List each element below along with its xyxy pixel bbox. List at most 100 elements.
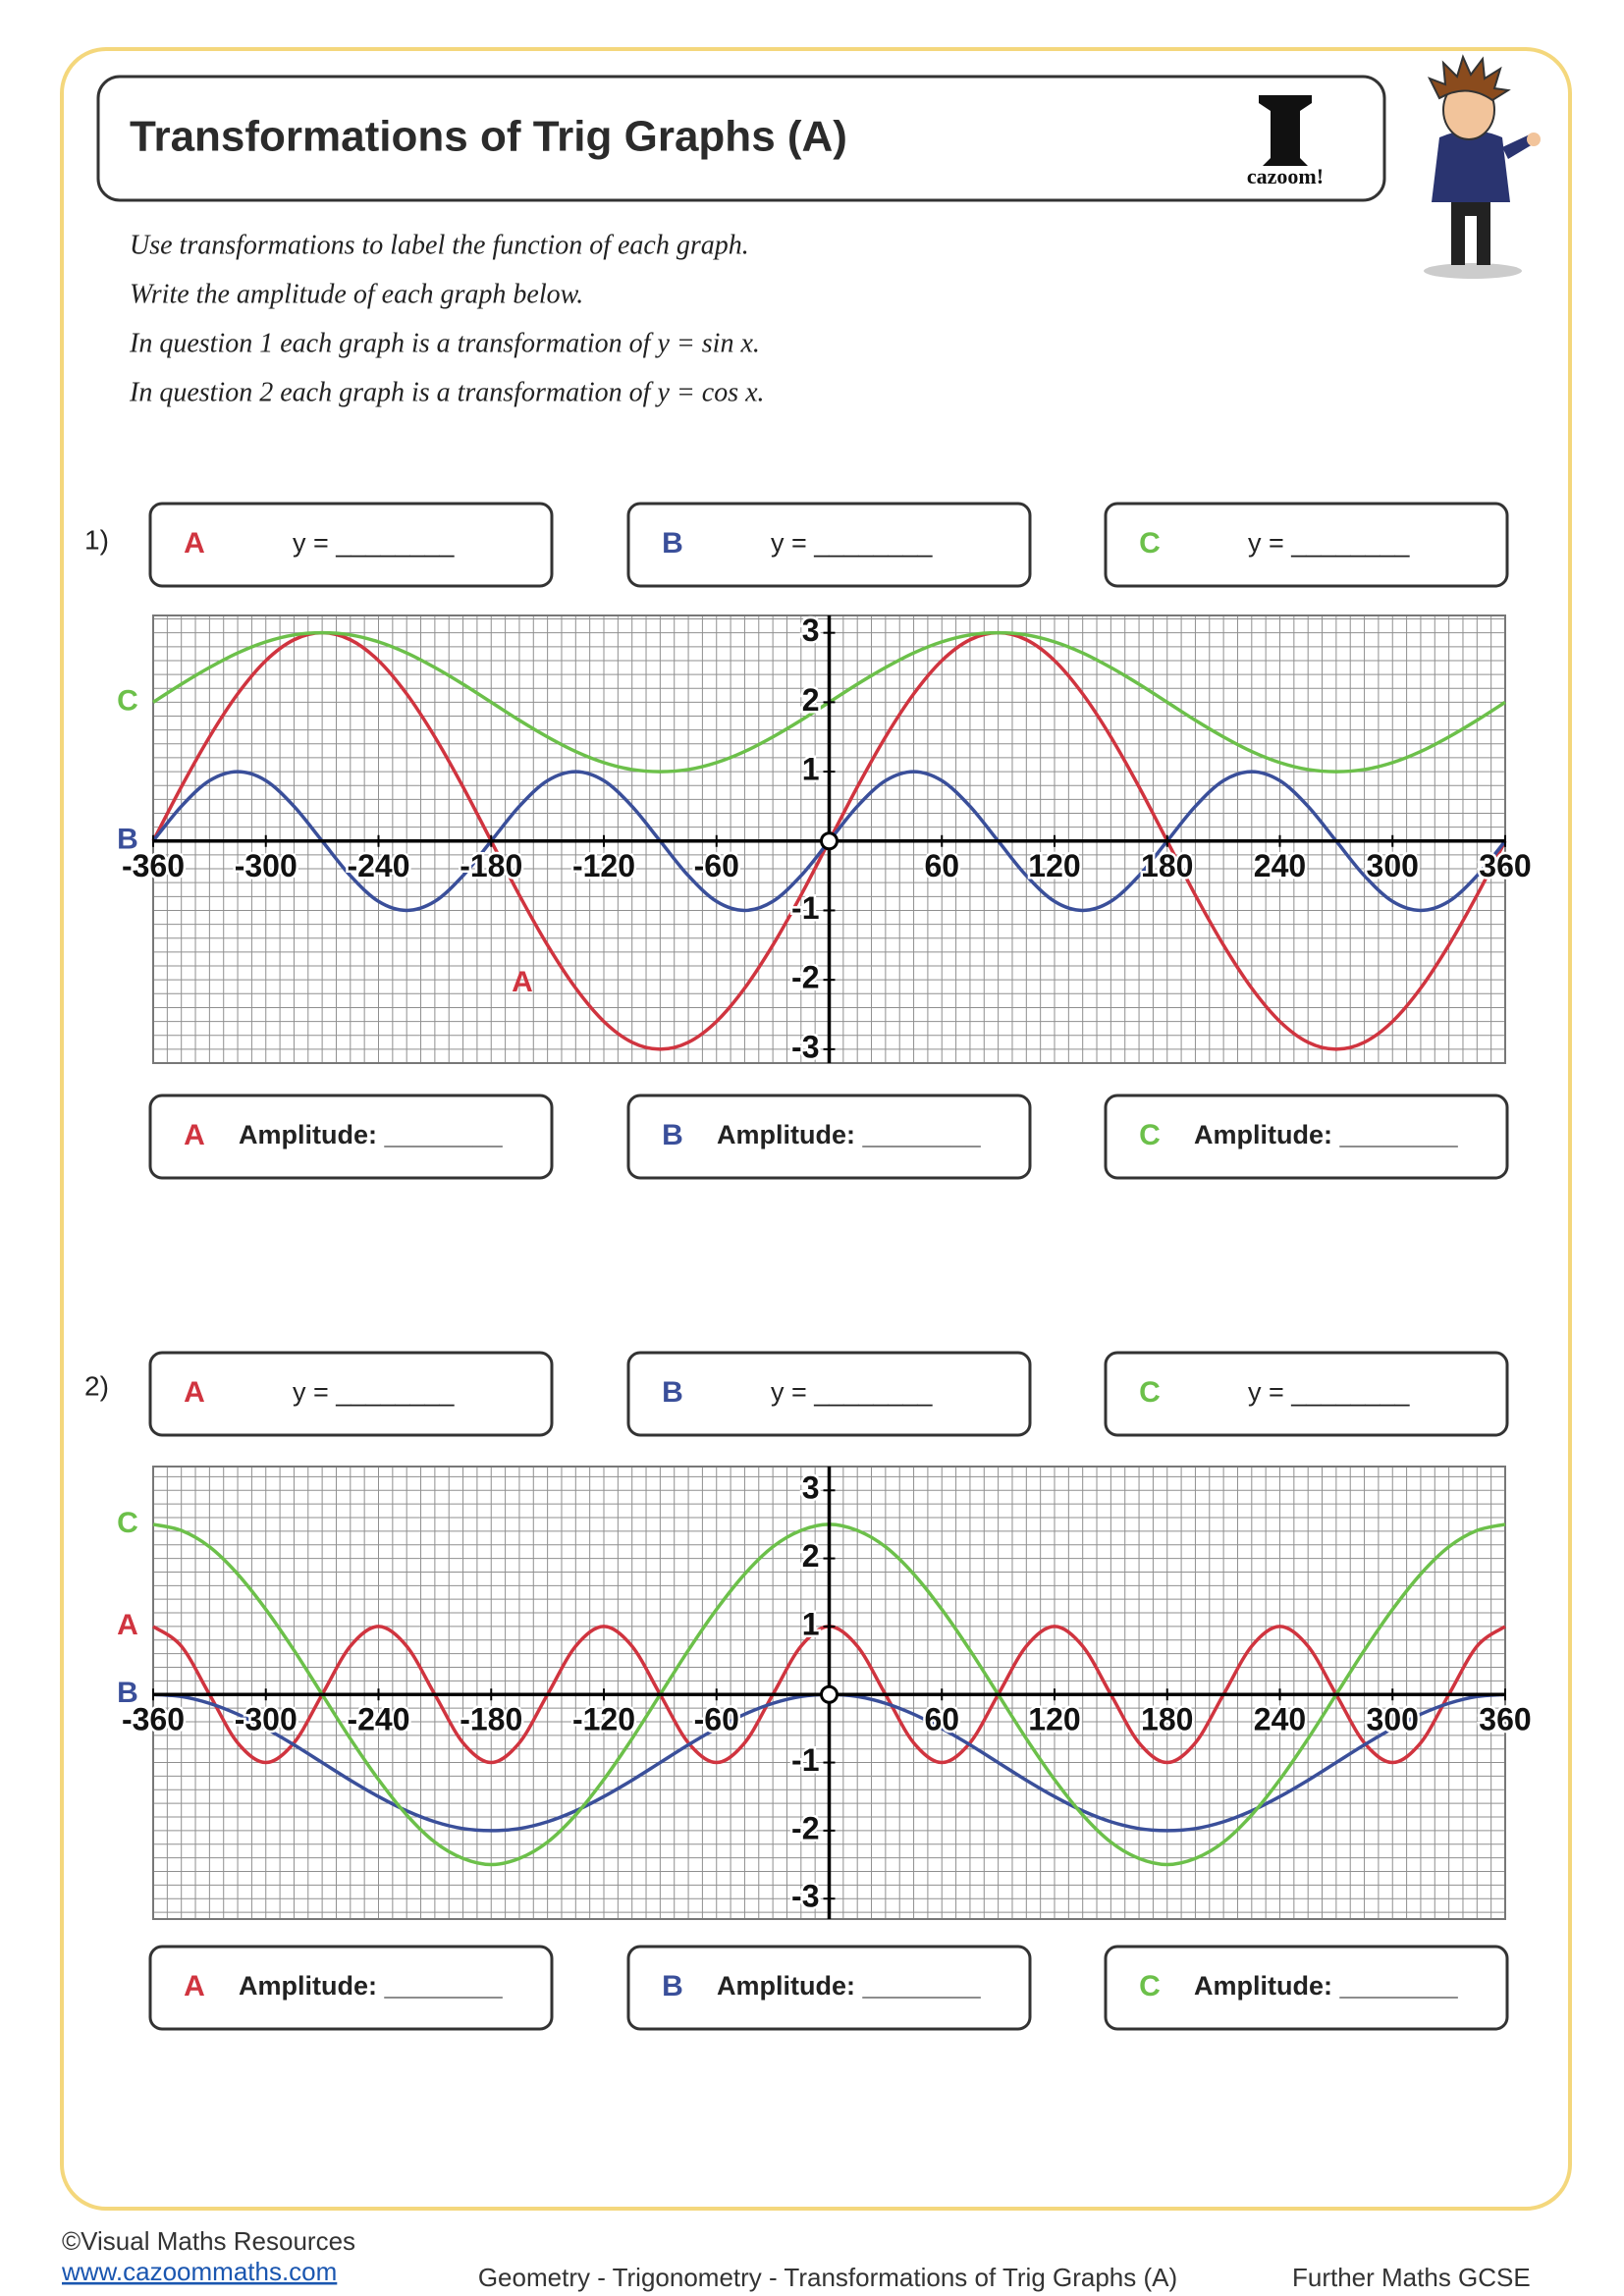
y-tick-label: -1 [791, 890, 819, 926]
amplitude-letter: C [1139, 1970, 1161, 2002]
series-label: A [117, 1609, 138, 1641]
y-tick-label: -3 [791, 1029, 819, 1064]
x-tick-label: 300 [1367, 1702, 1419, 1737]
chart: -360 -300 -240 -180 -120 -60 60 120 180 240 300 360… [119, 1466, 1534, 1920]
answer-letter: B [662, 527, 683, 560]
x-tick-label: -180 [460, 848, 522, 883]
y-tick-label: 2 [802, 682, 820, 718]
answer-letter: C [1139, 527, 1161, 560]
x-tick-label: 360 [1479, 1702, 1531, 1737]
x-tick-label: 60 [924, 1702, 959, 1737]
amplitude-box [626, 1094, 1032, 1180]
instruction: In question 1 each graph is a transforma… [129, 328, 760, 358]
mascot-hair [1427, 54, 1511, 102]
origin-marker [820, 831, 839, 851]
y-tick-label: 1 [802, 1606, 820, 1641]
series-label: B [117, 824, 138, 856]
answer-letter: A [184, 527, 205, 560]
answer-prompt: y = ________ [293, 1377, 455, 1407]
answer-box [626, 1351, 1032, 1437]
amplitude-box [1104, 1094, 1509, 1180]
x-tick-label: -60 [694, 1702, 739, 1737]
question-number: 1) [84, 524, 109, 555]
answer-prompt: y = ________ [1248, 1377, 1410, 1407]
series-label: C [117, 684, 138, 717]
answer-prompt: y = ________ [771, 1377, 933, 1407]
amplitude-label: Amplitude: ________ [717, 1120, 982, 1149]
answer-letter: C [1139, 1376, 1161, 1409]
amplitude-box [148, 1094, 554, 1180]
amplitude-box [626, 1945, 1032, 2031]
amplitude-letter: C [1139, 1119, 1161, 1151]
amplitude-label: Amplitude: ________ [717, 1971, 982, 2001]
answer-box [148, 1351, 554, 1437]
amplitude-label: Amplitude: ________ [1194, 1120, 1459, 1149]
answer-prompt: y = ________ [293, 528, 455, 558]
x-tick-label: -300 [235, 1702, 298, 1737]
logo-text: cazoom! [1247, 164, 1324, 188]
amplitude-label: Amplitude: ________ [1194, 1971, 1459, 2001]
x-tick-label: 180 [1141, 1702, 1193, 1737]
mascot-legs [1451, 196, 1490, 265]
x-tick-label: -240 [347, 1702, 409, 1737]
chart: -360 -300 -240 -180 -120 -60 60 120 180 240 300 360… [119, 611, 1534, 1067]
origin-marker [820, 1684, 839, 1704]
x-tick-label: 240 [1254, 1702, 1306, 1737]
amplitude-letter: B [662, 1970, 683, 2002]
y-tick-label: -1 [791, 1742, 819, 1778]
amplitude-box [1104, 1945, 1509, 2031]
mascot-sweater [1432, 131, 1510, 202]
instruction: In question 2 each graph is a transforma… [129, 377, 765, 407]
answer-box [1104, 502, 1509, 588]
answer-box [626, 502, 1032, 588]
answer-prompt: y = ________ [771, 528, 933, 558]
footer-link[interactable]: www.cazoommaths.com [61, 2257, 337, 2286]
x-tick-label: -120 [572, 1702, 635, 1737]
amplitude-label: Amplitude: ________ [239, 1120, 504, 1149]
amplitude-letter: A [184, 1119, 205, 1151]
mascot [1424, 54, 1541, 279]
x-tick-label: -360 [122, 1702, 185, 1737]
amplitude-label: Amplitude: ________ [239, 1971, 504, 2001]
amplitude-letter: A [184, 1970, 205, 2002]
footer-topic: Geometry - Trigonometry - Transformation… [478, 2263, 1177, 2292]
title: Transformations of Trig Graphs (A) [130, 113, 847, 161]
title-box [96, 75, 1386, 202]
instruction: Write the amplitude of each graph below. [130, 279, 583, 309]
x-tick-label: -300 [235, 848, 298, 883]
instruction: Use transformations to label the functio… [130, 230, 749, 260]
x-tick-label: -360 [122, 848, 185, 883]
x-tick-label: 120 [1028, 848, 1080, 883]
answer-letter: A [184, 1376, 205, 1409]
y-tick-label: 1 [802, 752, 820, 787]
y-tick-label: -2 [791, 1810, 819, 1845]
x-tick-label: 360 [1479, 848, 1531, 883]
answer-box [1104, 1351, 1509, 1437]
y-tick-label: 2 [802, 1538, 820, 1574]
y-tick-label: -2 [791, 960, 819, 995]
x-tick-label: -60 [694, 848, 739, 883]
mascot-hand [1527, 133, 1541, 146]
logo: cazoom! [1227, 85, 1343, 191]
question-number: 2) [84, 1370, 109, 1401]
logo-icon [1259, 95, 1312, 166]
x-tick-label: -180 [460, 1702, 522, 1737]
x-tick-label: 60 [924, 848, 959, 883]
y-tick-label: 3 [802, 613, 820, 648]
amplitude-box [148, 1945, 554, 2031]
copyright: ©Visual Maths Resources [62, 2226, 355, 2256]
y-tick-label: -3 [791, 1879, 819, 1914]
series-label: B [117, 1677, 138, 1709]
x-tick-label: 240 [1254, 848, 1306, 883]
amplitude-letter: B [662, 1119, 683, 1151]
mascot-shadow [1424, 263, 1522, 279]
y-tick-label: 3 [802, 1470, 820, 1506]
x-tick-label: 300 [1367, 848, 1419, 883]
answer-box [148, 502, 554, 588]
series-label: C [117, 1507, 138, 1539]
series-label: A [512, 966, 533, 998]
x-tick-label: 120 [1028, 1702, 1080, 1737]
x-tick-label: -120 [572, 848, 635, 883]
x-tick-label: -240 [347, 848, 409, 883]
